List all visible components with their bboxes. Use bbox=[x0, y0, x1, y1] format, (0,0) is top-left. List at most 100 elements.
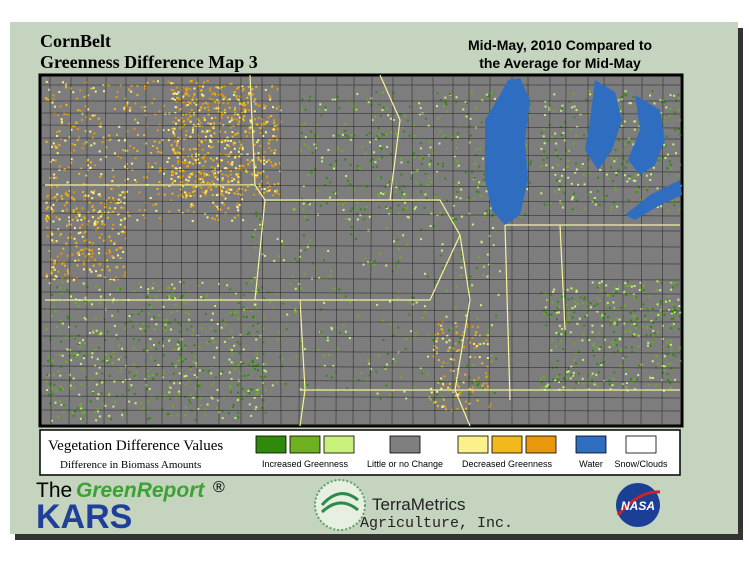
pixel bbox=[46, 216, 49, 218]
pixel bbox=[75, 241, 78, 244]
pixel bbox=[487, 263, 490, 266]
pixel bbox=[222, 319, 224, 322]
pixel bbox=[463, 346, 465, 349]
pixel bbox=[226, 144, 229, 147]
pixel bbox=[221, 201, 224, 204]
pixel bbox=[160, 151, 163, 154]
pixel bbox=[195, 152, 198, 155]
pixel bbox=[613, 351, 616, 354]
pixel bbox=[77, 343, 80, 346]
pixel bbox=[228, 347, 231, 350]
pixel bbox=[601, 197, 604, 200]
pixel bbox=[455, 285, 458, 288]
pixel bbox=[599, 169, 602, 171]
pixel bbox=[73, 125, 76, 128]
pixel bbox=[630, 285, 633, 288]
pixel bbox=[430, 181, 433, 183]
pixel bbox=[413, 152, 416, 155]
pixel bbox=[576, 303, 579, 306]
pixel bbox=[206, 103, 209, 105]
pixel bbox=[466, 113, 469, 115]
pixel bbox=[238, 155, 241, 158]
pixel bbox=[421, 155, 424, 158]
pixel bbox=[442, 162, 445, 165]
pixel bbox=[97, 248, 100, 251]
pixel bbox=[196, 185, 199, 188]
pixel bbox=[153, 316, 156, 319]
pixel bbox=[460, 274, 462, 277]
pixel bbox=[408, 134, 411, 137]
pixel bbox=[61, 281, 64, 284]
pixel bbox=[413, 156, 416, 159]
pixel bbox=[408, 300, 411, 303]
pixel bbox=[529, 160, 532, 163]
pixel bbox=[51, 387, 54, 390]
pixel bbox=[465, 364, 468, 367]
pixel bbox=[128, 88, 131, 91]
pixel bbox=[278, 105, 281, 108]
pixel bbox=[193, 101, 196, 104]
pixel bbox=[437, 381, 440, 384]
pixel bbox=[264, 121, 267, 124]
pixel bbox=[593, 197, 596, 199]
pixel bbox=[135, 370, 138, 373]
pixel bbox=[80, 167, 83, 170]
pixel bbox=[171, 164, 174, 167]
pixel bbox=[207, 369, 210, 372]
pixel bbox=[117, 288, 120, 291]
pixel bbox=[652, 329, 655, 332]
pixel bbox=[167, 157, 170, 160]
pixel bbox=[306, 245, 309, 248]
pixel bbox=[556, 307, 559, 310]
pixel bbox=[635, 296, 638, 299]
pixel bbox=[244, 130, 247, 133]
pixel bbox=[81, 147, 84, 150]
pixel bbox=[172, 132, 175, 135]
pixel bbox=[377, 138, 380, 141]
pixel bbox=[367, 261, 370, 264]
pixel bbox=[188, 94, 191, 97]
pixel bbox=[65, 191, 68, 194]
pixel bbox=[386, 352, 389, 355]
pixel bbox=[215, 86, 218, 88]
pixel bbox=[52, 299, 55, 302]
pixel bbox=[434, 333, 437, 336]
pixel bbox=[634, 327, 637, 330]
pixel bbox=[666, 167, 669, 170]
pixel bbox=[408, 313, 411, 316]
pixel bbox=[316, 124, 319, 127]
pixel bbox=[654, 366, 657, 369]
pixel bbox=[239, 101, 242, 104]
pixel bbox=[239, 107, 242, 110]
pixel bbox=[300, 287, 303, 290]
pixel bbox=[211, 93, 214, 95]
pixel bbox=[126, 178, 129, 181]
pixel bbox=[128, 109, 131, 112]
pixel bbox=[378, 252, 381, 255]
pixel bbox=[260, 160, 263, 163]
pixel bbox=[77, 334, 80, 337]
pixel bbox=[672, 322, 675, 325]
pixel bbox=[178, 372, 181, 375]
pixel bbox=[306, 219, 309, 222]
pixel bbox=[642, 284, 645, 287]
pixel bbox=[479, 343, 482, 346]
pixel bbox=[56, 199, 58, 202]
pixel bbox=[202, 180, 205, 183]
pixel bbox=[53, 261, 56, 264]
pixel bbox=[173, 287, 176, 290]
pixel bbox=[221, 179, 224, 182]
pixel bbox=[185, 113, 188, 116]
pixel bbox=[186, 93, 189, 96]
pixel bbox=[350, 233, 353, 236]
pixel bbox=[115, 96, 118, 98]
pixel bbox=[46, 308, 49, 311]
pixel bbox=[148, 417, 151, 420]
pixel bbox=[256, 141, 259, 144]
pixel bbox=[56, 185, 59, 188]
pixel bbox=[406, 243, 409, 246]
pixel bbox=[229, 170, 232, 173]
pixel bbox=[476, 399, 479, 402]
pixel bbox=[45, 275, 48, 278]
legend-swatch bbox=[289, 435, 321, 454]
